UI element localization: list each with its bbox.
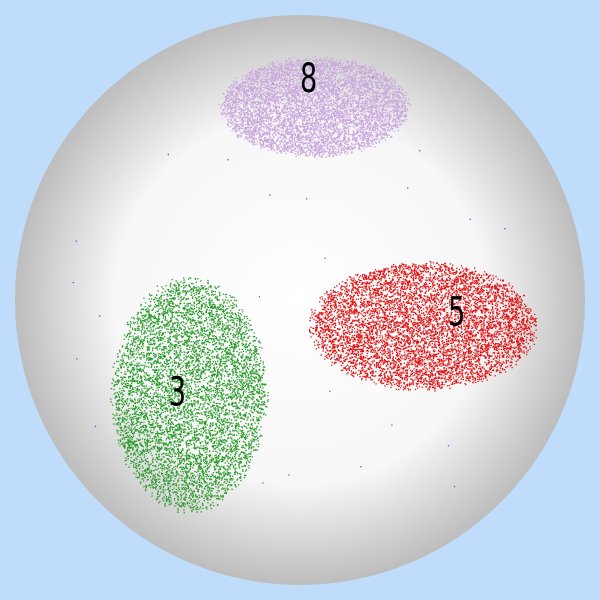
cluster-label-8: 8	[300, 56, 317, 102]
cluster-label-5: 5	[448, 289, 465, 335]
scatter-points	[72, 56, 537, 514]
cluster-label-3: 3	[169, 369, 186, 415]
cluster-labels: 8 5 3	[169, 56, 465, 416]
scatter-points-series-2	[110, 277, 269, 514]
scatter-points-series-0	[218, 56, 411, 158]
scatter-points-series-1	[309, 260, 537, 392]
